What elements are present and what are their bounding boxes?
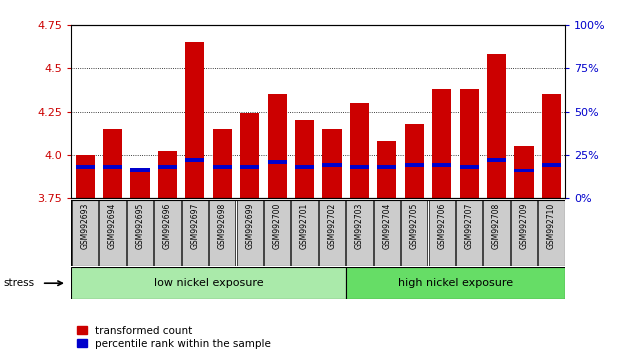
Bar — [405, 124, 424, 198]
Bar — [487, 158, 506, 162]
Text: GSM992710: GSM992710 — [547, 202, 556, 249]
Bar — [542, 164, 561, 167]
Text: GSM992707: GSM992707 — [465, 202, 474, 249]
Bar — [487, 54, 506, 198]
Bar — [460, 165, 479, 169]
Bar — [264, 200, 290, 266]
Bar — [542, 94, 561, 198]
Bar — [237, 200, 263, 266]
Bar — [514, 169, 533, 172]
Bar — [511, 200, 537, 266]
Bar — [514, 146, 533, 198]
Bar — [428, 200, 455, 266]
Bar — [71, 267, 346, 299]
Text: GSM992703: GSM992703 — [355, 202, 364, 249]
Bar — [268, 160, 287, 164]
Text: GSM992698: GSM992698 — [218, 202, 227, 249]
Bar — [295, 165, 314, 169]
Bar — [322, 129, 342, 198]
Text: GSM992708: GSM992708 — [492, 202, 501, 249]
Bar — [212, 165, 232, 169]
Bar — [295, 120, 314, 198]
Bar — [103, 165, 122, 169]
Bar — [209, 200, 235, 266]
Text: GSM992701: GSM992701 — [300, 202, 309, 249]
Bar — [377, 141, 396, 198]
Text: GSM992694: GSM992694 — [108, 202, 117, 249]
Bar — [127, 200, 153, 266]
Bar — [185, 158, 204, 162]
Bar — [377, 165, 396, 169]
Bar — [130, 168, 150, 172]
Text: GSM992699: GSM992699 — [245, 202, 254, 249]
Text: GSM992700: GSM992700 — [273, 202, 281, 249]
Legend: transformed count, percentile rank within the sample: transformed count, percentile rank withi… — [76, 326, 271, 349]
Bar — [268, 94, 287, 198]
Text: GSM992697: GSM992697 — [191, 202, 199, 249]
Text: stress: stress — [3, 278, 34, 288]
Bar — [130, 172, 150, 198]
Bar — [346, 267, 565, 299]
Bar — [76, 165, 95, 169]
Text: GSM992706: GSM992706 — [437, 202, 446, 249]
Bar — [185, 42, 204, 198]
Bar — [240, 165, 260, 169]
Bar — [158, 152, 177, 198]
Text: low nickel exposure: low nickel exposure — [154, 278, 263, 288]
Bar — [154, 200, 181, 266]
Bar — [319, 200, 345, 266]
Text: GSM992696: GSM992696 — [163, 202, 172, 249]
Bar — [405, 164, 424, 167]
Bar — [322, 164, 342, 167]
Bar — [456, 200, 483, 266]
Bar — [99, 200, 125, 266]
Text: GSM992695: GSM992695 — [135, 202, 145, 249]
Bar — [401, 200, 427, 266]
Bar — [347, 200, 373, 266]
Bar — [483, 200, 510, 266]
Text: GSM992709: GSM992709 — [520, 202, 528, 249]
Bar — [432, 164, 451, 167]
Bar — [291, 200, 318, 266]
Bar — [158, 165, 177, 169]
Bar — [350, 165, 369, 169]
Bar — [432, 89, 451, 198]
Text: GSM992705: GSM992705 — [410, 202, 419, 249]
Bar — [460, 89, 479, 198]
Bar — [103, 129, 122, 198]
Bar — [76, 155, 95, 198]
Text: high nickel exposure: high nickel exposure — [398, 278, 513, 288]
Bar — [538, 200, 564, 266]
Bar — [212, 129, 232, 198]
Bar — [72, 200, 98, 266]
Bar — [374, 200, 400, 266]
Text: GSM992704: GSM992704 — [383, 202, 391, 249]
Bar — [182, 200, 208, 266]
Text: GSM992702: GSM992702 — [327, 202, 337, 249]
Bar — [350, 103, 369, 198]
Text: GSM992693: GSM992693 — [81, 202, 89, 249]
Bar — [240, 113, 260, 198]
